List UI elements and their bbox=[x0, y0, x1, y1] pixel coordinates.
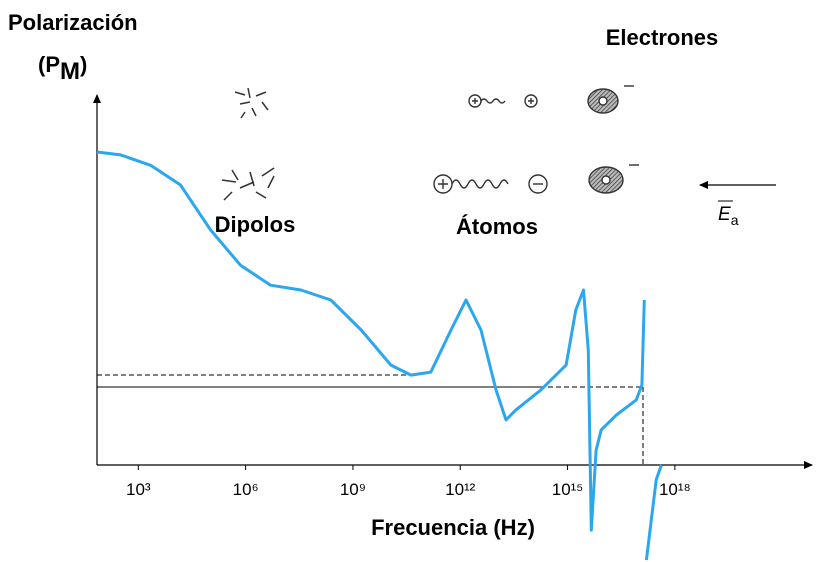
atom-icon bbox=[433, 94, 548, 194]
field-symbol: E bbox=[718, 204, 731, 225]
y-label-close: ) bbox=[80, 52, 87, 77]
annotation: Electrones bbox=[606, 25, 719, 50]
electron-icon bbox=[587, 85, 639, 194]
annotation: Átomos bbox=[456, 214, 538, 239]
dipole-icon bbox=[221, 87, 275, 201]
annotation: Dipolos bbox=[215, 212, 296, 237]
curve bbox=[96, 150, 663, 561]
y-label-subscript: M bbox=[60, 58, 80, 85]
y-label-symbol: (P bbox=[38, 52, 60, 77]
field-label: Ea bbox=[718, 204, 739, 228]
x-tick-label: 10¹⁵ bbox=[552, 480, 584, 499]
field-subscript: a bbox=[731, 212, 739, 228]
y-axis-label: (PM) bbox=[38, 52, 87, 85]
x-tick-label: 10¹² bbox=[445, 480, 476, 499]
x-axis-label: Frecuencia (Hz) bbox=[371, 515, 535, 540]
x-tick-label: 10³ bbox=[126, 480, 151, 499]
x-tick-label: 10⁹ bbox=[340, 480, 366, 499]
y-axis-label: Polarización bbox=[8, 10, 138, 35]
x-tick-label: 10⁶ bbox=[233, 480, 259, 499]
x-tick-label: 10¹⁸ bbox=[659, 480, 691, 499]
